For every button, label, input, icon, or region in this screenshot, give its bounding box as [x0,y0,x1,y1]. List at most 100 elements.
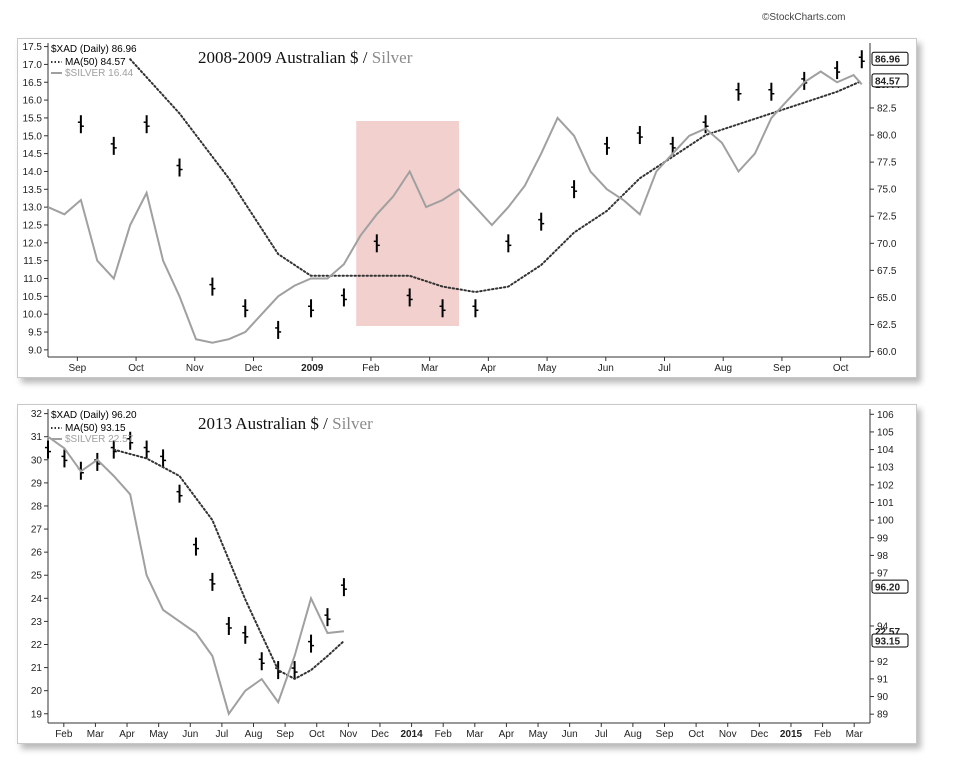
xad-bars [45,431,347,680]
left-tick-label: 11.5 [23,256,42,267]
value-label-box [871,579,909,594]
x-tick-label: Mar [846,729,864,740]
x-tick-label: Oct [128,363,144,374]
left-tick-label: 27 [31,525,43,536]
left-tick-label: 13.0 [23,203,43,214]
right-tick-label: 82.5 [877,103,897,114]
ma50-line [112,448,345,681]
x-tick-label: Feb [55,729,73,740]
left-tick-label: 11.0 [23,274,42,285]
left-tick-label: 12.0 [23,238,43,249]
right-tick-label: 102 [877,480,894,491]
left-tick-label: 16.0 [23,96,43,107]
x-tick-label: Jul [215,729,228,740]
x-tick-label: Aug [624,729,642,740]
left-tick-label: 19 [31,709,43,720]
x-tick-label: Feb [362,363,380,374]
x-tick-label: Jul [595,729,608,740]
right-tick-label: 80.0 [877,131,897,142]
value-label: 84.57 [875,76,900,87]
x-tick-label: Nov [339,729,357,740]
legend-xad: $XAD (Daily) 96.20 [51,410,137,421]
left-tick-label: 17.0 [23,60,43,71]
chart-svg: 32 31 30 29 28 27 26 25 24 23 22 21 20 19 106 105 104 103… [31,409,909,740]
x-tick-label: May [538,363,557,374]
right-tick-label: 98 [877,551,889,562]
left-tick-label: 20 [31,686,43,697]
legend-ma: MA(50) 84.57 [65,57,126,68]
left-tick-label: 15.5 [23,113,43,124]
left-tick-label: 26 [31,548,43,559]
value-label: 93.15 [875,636,900,647]
left-tick-label: 30 [31,455,43,466]
right-tick-label: 91 [877,674,889,685]
x-tick-label: 2015 [780,729,803,740]
left-tick-label: 25 [31,571,43,582]
left-tick-label: 13.5 [23,185,43,196]
legend-xad: $XAD (Daily) 86.96 [51,44,137,55]
silver-line [47,70,863,344]
x-tick-label: Feb [435,729,453,740]
x-tick-label: Sep [656,729,674,740]
x-tick-label: Apr [499,729,515,740]
left-tick-label: 22 [31,640,43,651]
chart-title: 2013 Australian $ / Silver [198,414,373,433]
x-tick-label: Dec [371,729,389,740]
xad-bars [77,50,865,339]
x-tick-label: Apr [119,729,135,740]
left-tick-label: 31 [31,432,43,443]
value-label-box [871,633,909,648]
left-tick-label: 21 [31,663,43,674]
value-label-box [871,73,909,88]
x-tick-label: Jul [658,363,671,374]
right-tick-label: 70.0 [877,239,897,250]
chart-title: 2008-2009 Australian $ / Silver [198,48,413,67]
title-part: 2008-2009 Australian $ [198,48,359,67]
left-tick-label: 23 [31,617,43,628]
left-tick-label: 15.0 [23,131,43,142]
x-tick-label: Aug [714,363,732,374]
right-tick-label: 77.5 [877,158,897,169]
x-tick-label: Feb [814,729,832,740]
right-tick-label: 92 [877,657,889,668]
x-tick-label: 2014 [400,729,423,740]
left-tick-label: 16.5 [23,78,43,89]
title-part: / [359,48,372,67]
x-tick-label: Oct [688,729,704,740]
value-label-box [871,51,909,66]
right-tick-label: 100 [877,516,894,527]
chart-panel-2013: 32 31 30 29 28 27 26 25 24 23 22 21 20 19 106 105 104 103… [17,404,917,744]
x-tick-label: Aug [245,729,263,740]
x-tick-label: Dec [750,729,768,740]
x-tick-label: Sep [68,363,86,374]
value-label: 86.96 [875,55,900,66]
x-tick-label: May [529,729,548,740]
chart-panel-2008: 17.5 17.0 16.5 16.0 15.5 15.0 14.5 14.0 13.5 13.0… [17,38,917,378]
legend-silver: $SILVER 16.44 [65,68,134,79]
x-tick-label: Oct [309,729,325,740]
value-label: 22.57 [875,627,900,638]
left-tick-label: 10.0 [23,310,43,321]
value-label: 96.20 [875,583,900,594]
left-tick-label: 9.5 [28,328,42,339]
legend-silver: $SILVER 22.57 [65,434,134,445]
right-tick-label: 72.5 [877,212,897,223]
x-tick-label: Mar [421,363,439,374]
left-tick-label: 14.0 [23,167,43,178]
title-part: Silver [332,414,373,433]
left-tick-label: 17.5 [23,42,43,53]
right-tick-label: 97 [877,569,889,580]
x-tick-label: May [149,729,168,740]
x-tick-label: Apr [481,363,497,374]
left-tick-label: 10.5 [23,292,43,303]
x-tick-label: Nov [186,363,204,374]
right-tick-label: 90 [877,692,889,703]
left-tick-label: 12.5 [23,220,43,231]
x-tick-label: Jun [598,363,614,374]
chart-svg: 17.5 17.0 16.5 16.0 15.5 15.0 14.5 14.0 13.5 13.0… [23,42,909,374]
ma50-line [129,58,863,294]
x-tick-label: Jun [562,729,578,740]
title-part: 2013 Australian $ [198,414,319,433]
x-tick-label: Sep [773,363,791,374]
right-tick-label: 60.0 [877,347,897,358]
